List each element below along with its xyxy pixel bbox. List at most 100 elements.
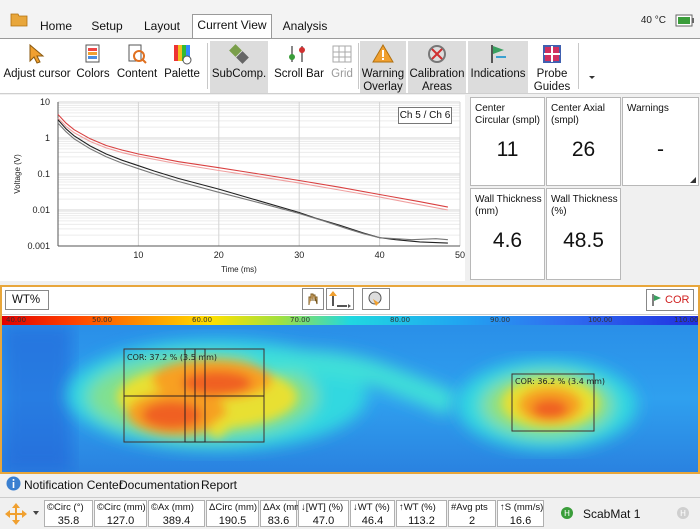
status-field: ↓WT (%) 46.4 — [350, 500, 395, 527]
status-field-value: 2 — [468, 515, 476, 527]
sort-tool-button[interactable] — [326, 288, 354, 310]
app-menu-icon[interactable] — [10, 13, 28, 27]
cor-button[interactable]: COR — [646, 289, 694, 311]
status-field: ↑WT (%) 113.2 — [396, 500, 447, 527]
cscan-heatmap[interactable]: COR: 37.2 % (3.5 mm) COR: 36.2 % (3.4 mm… — [2, 325, 698, 472]
status-field-value: 83.6 — [267, 515, 290, 527]
chart-legend-box[interactable]: Ch 5 / Ch 6 — [398, 107, 452, 124]
hand-icon — [308, 293, 318, 305]
metric-value: 48.5 — [563, 229, 604, 252]
move-arrows-icon[interactable] — [4, 502, 28, 526]
metric-value: 4.6 — [492, 229, 523, 252]
x-tick-label: 20 — [214, 250, 224, 260]
subcomp-icon — [229, 44, 249, 64]
status-field-value: 127.0 — [106, 515, 135, 527]
cor-flag-icon — [652, 294, 661, 306]
x-tick-label: 10 — [133, 250, 143, 260]
documentation-link[interactable]: Documentation — [119, 478, 200, 492]
warning-overlay-label: Warning Overlay — [361, 68, 405, 93]
metric-center-axial: Center Axial (smpl) 26 — [546, 97, 621, 186]
status-field-label: ΔAx (mm) — [263, 502, 306, 513]
ribbon-separator — [207, 43, 208, 89]
status-field-value: 46.4 — [361, 515, 384, 527]
cursor-1-label: COR: 37.2 % (3.5 mm) — [127, 353, 217, 362]
x-tick-label: 40 — [375, 250, 385, 260]
grid-icon — [332, 45, 352, 63]
status-field-value: 16.6 — [509, 515, 532, 527]
color-scale-bar — [2, 316, 698, 325]
cursor-arrow-icon — [29, 43, 45, 64]
status-field-label: ↓[WT] (%) — [301, 502, 344, 513]
scale-tick-labels: 40.00 50.00 60.00 70.00 80.00 90.00 100.… — [2, 316, 699, 325]
palette-button[interactable]: Palette — [162, 41, 202, 93]
metric-wall-thickness-pct: Wall Thickness (%) 48.5 — [546, 188, 621, 280]
warning-icon — [372, 44, 394, 63]
status-field-value: 113.2 — [408, 515, 435, 527]
cursor-box-2[interactable] — [511, 373, 595, 432]
status-field-value: 190.5 — [218, 515, 247, 527]
calibration-areas-label: Calibration Areas — [409, 68, 465, 93]
scroll-bar-button[interactable]: Scroll Bar — [272, 41, 326, 93]
subcomp-label: SubComp. — [211, 68, 267, 80]
cscan-panel: WT% COR — [0, 285, 700, 474]
tab-home[interactable]: Home — [39, 19, 72, 33]
info-icon — [6, 476, 21, 491]
y-tick-label: 10 — [40, 97, 50, 107]
palette-label: Palette — [164, 68, 200, 80]
scale-tick: 40.00 — [6, 316, 27, 324]
metric-label: Center Axial (smpl) — [551, 103, 605, 126]
warning-overlay-button[interactable]: Warning Overlay — [360, 41, 406, 93]
content-label: Content — [116, 68, 158, 80]
adjust-cursor-button[interactable]: Adjust cursor — [2, 41, 72, 93]
ribbon-more-icon[interactable] — [584, 69, 600, 85]
tab-setup[interactable]: Setup — [91, 19, 123, 33]
ribbon-toolbar: Adjust cursor Colors Content Palette Sub — [0, 38, 700, 94]
status-field: ΔAx (mm) 83.6 — [260, 500, 305, 527]
grid-label: Grid — [331, 68, 353, 80]
scroll-bar-icon — [289, 46, 305, 62]
pan-tool-button[interactable] — [302, 288, 324, 310]
device-status-icon[interactable] — [674, 12, 696, 30]
status-field-label: ↑S (mm/s) — [500, 502, 544, 513]
x-tick-label: 50 — [455, 250, 465, 260]
content-button[interactable]: Content — [114, 41, 160, 93]
status-field-value: 47.0 — [312, 515, 335, 527]
tab-bar: Home Setup Layout Current View Analysis … — [0, 0, 700, 39]
status-field-label: ©Ax (mm) — [151, 502, 194, 513]
device-name: ScabMat 1 — [583, 507, 641, 521]
device-connected-icon: H — [561, 507, 573, 519]
metric-center-circular: Center Circular (smpl) 11 — [470, 97, 545, 186]
grid-button[interactable]: Grid — [328, 41, 356, 93]
colors-button[interactable]: Colors — [74, 41, 112, 93]
probe-guides-icon — [543, 45, 561, 63]
cursor-tool-button[interactable] — [362, 288, 390, 310]
tab-current-view[interactable]: Current View — [192, 14, 272, 39]
cor-label: COR — [665, 294, 690, 306]
tab-analysis[interactable]: Analysis — [282, 19, 328, 33]
probe-guides-button[interactable]: Probe Guides — [530, 41, 574, 93]
search-cursor-icon — [368, 291, 382, 306]
status-field-value: 389.4 — [162, 515, 191, 527]
metric-value: - — [657, 138, 664, 161]
metrics-panel: Center Circular (smpl) 11 Center Axial (… — [468, 95, 700, 281]
status-field: ΔCirc (mm) 190.5 — [206, 500, 259, 527]
notification-center-link[interactable]: Notification Center — [24, 478, 123, 492]
scale-tick: 90.00 — [490, 316, 511, 324]
wt-select[interactable]: WT% — [5, 290, 49, 310]
hub-status-icon[interactable]: H — [676, 506, 690, 520]
subcomp-button[interactable]: SubComp. — [210, 41, 268, 93]
tab-layout[interactable]: Layout — [143, 19, 181, 33]
cscan-toolbar: WT% COR — [2, 287, 698, 315]
voltage-time-chart[interactable]: 10 1 0.1 0.01 0.001 10 20 30 40 50 Time (ms) Voltag… — [0, 95, 465, 281]
report-link[interactable]: Report — [201, 478, 238, 492]
chevron-down-icon[interactable] — [31, 508, 41, 518]
content-icon — [128, 44, 147, 64]
calibration-areas-button[interactable]: Calibration Areas — [408, 41, 466, 93]
status-bar: ©Circ (°) 35.8 ©Circ (mm) 127.0 ©Ax (mm) 389.… — [0, 497, 700, 529]
status-field-label: ©Circ (mm) — [97, 502, 146, 513]
scale-tick: 50.00 — [92, 316, 113, 324]
series-line-4 — [57, 122, 448, 241]
resize-grip-icon — [690, 177, 696, 183]
status-field-label: ↓WT (%) — [353, 502, 390, 513]
indications-button[interactable]: Indications — [468, 41, 528, 93]
